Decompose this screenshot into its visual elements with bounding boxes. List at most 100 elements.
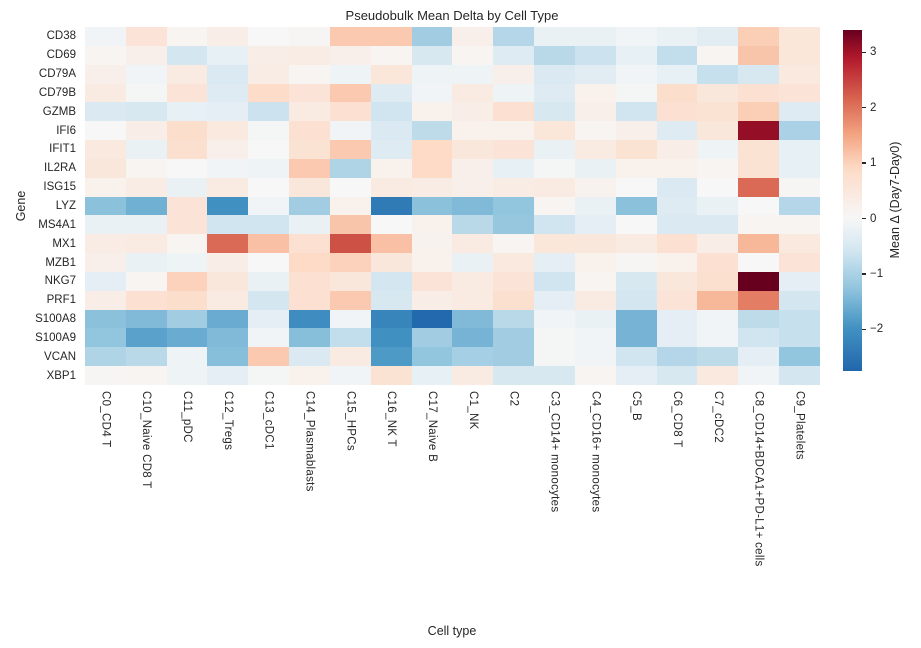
- heatmap-cell: [207, 83, 249, 103]
- heatmap-cell: [125, 271, 167, 291]
- heatmap-cell: [534, 45, 575, 65]
- heatmap-cell: [207, 234, 249, 254]
- heatmap-cell: [738, 290, 780, 310]
- heatmap-cell: [289, 83, 330, 103]
- heatmap-cell: [207, 27, 249, 46]
- celltype-tick-label: C16_NK T: [385, 391, 398, 447]
- heatmap-cell: [411, 309, 453, 329]
- heatmap-cell: [289, 347, 330, 367]
- heatmap-cell: [370, 366, 412, 385]
- heatmap-cell: [125, 215, 167, 235]
- heatmap-cell: [411, 215, 453, 235]
- heatmap-cell: [493, 64, 535, 84]
- heatmap-cell: [738, 196, 780, 216]
- heatmap-cell: [534, 347, 575, 367]
- heatmap-cell: [656, 158, 698, 178]
- heatmap-cell: [85, 64, 126, 84]
- heatmap-cell: [207, 196, 249, 216]
- heatmap-cell: [697, 290, 739, 310]
- heatmap-cell: [656, 45, 698, 65]
- heatmap-cell: [493, 215, 535, 235]
- heatmap-cell: [125, 140, 167, 159]
- heatmap-cell: [85, 347, 126, 367]
- heatmap-cell: [493, 102, 535, 122]
- heatmap-cell: [166, 196, 208, 216]
- heatmap-cell: [166, 45, 208, 65]
- gene-tick-label: XBP1: [46, 369, 76, 382]
- heatmap-cell: [452, 158, 494, 178]
- gene-tick-label: MS4A1: [38, 218, 76, 231]
- heatmap-cell: [329, 64, 371, 84]
- heatmap-cell: [574, 140, 616, 159]
- heatmap-cell: [656, 196, 698, 216]
- heatmap-cell: [411, 45, 453, 65]
- heatmap-cell: [411, 328, 453, 348]
- heatmap-cell: [85, 271, 126, 291]
- heatmap-cell: [329, 366, 371, 385]
- heatmap-cell: [534, 328, 575, 348]
- heatmap-cell: [85, 158, 126, 178]
- heatmap-cell: [207, 45, 249, 65]
- heatmap-cell: [656, 253, 698, 272]
- heatmap-cell: [411, 121, 453, 141]
- heatmap-cell: [166, 328, 208, 348]
- gene-tick-label: S100A8: [35, 313, 76, 326]
- heatmap-cell: [615, 309, 657, 329]
- heatmap-cell: [452, 271, 494, 291]
- heatmap-cell: [452, 140, 494, 159]
- heatmap-cell: [329, 234, 371, 254]
- celltype-tick-label: C12_Tregs: [221, 391, 234, 451]
- celltype-tick-label: C6_CD8 T: [671, 391, 683, 448]
- heatmap-cell: [738, 64, 780, 84]
- heatmap-cell: [166, 290, 208, 310]
- celltype-tick-label: C5_B: [630, 391, 643, 421]
- heatmap-cell: [615, 177, 657, 197]
- celltype-tick-label: C14_Plasmablasts: [303, 391, 316, 492]
- heatmap-cell: [493, 196, 535, 216]
- heatmap-cell: [411, 158, 453, 178]
- heatmap-cell: [738, 102, 780, 122]
- heatmap-cell: [615, 215, 657, 235]
- gene-tick-label: LYZ: [55, 200, 76, 213]
- heatmap-cell: [289, 45, 330, 65]
- heatmap-cell: [125, 290, 167, 310]
- heatmap-cell: [697, 102, 739, 122]
- colorbar-tick-label: 2: [870, 101, 877, 114]
- heatmap-cell: [493, 234, 535, 254]
- heatmap-cell: [125, 27, 167, 46]
- heatmap-cell: [493, 177, 535, 197]
- heatmap-cell: [534, 121, 575, 141]
- heatmap-cell: [411, 177, 453, 197]
- heatmap-cell: [125, 309, 167, 329]
- heatmap-cell: [207, 158, 249, 178]
- heatmap-cell: [574, 366, 616, 385]
- heatmap-cell: [248, 253, 290, 272]
- heatmap-cell: [738, 121, 780, 141]
- gene-tick-label: S100A9: [35, 331, 76, 344]
- colorbar-tick-label: 1: [870, 157, 877, 170]
- heatmap-cell: [248, 309, 290, 329]
- x-axis-label: Cell type: [427, 624, 477, 638]
- heatmap-cell: [207, 366, 249, 385]
- heatmap-cell: [574, 328, 616, 348]
- heatmap-cell: [574, 45, 616, 65]
- heatmap-cell: [248, 215, 290, 235]
- celltype-tick-label: C10_Naive CD8 T: [140, 391, 153, 489]
- heatmap-cell: [125, 158, 167, 178]
- heatmap-cell: [574, 102, 616, 122]
- heatmap-cell: [534, 215, 575, 235]
- heatmap-cell: [85, 140, 126, 159]
- heatmap-cell: [411, 271, 453, 291]
- heatmap-cell: [411, 196, 453, 216]
- heatmap-cell: [534, 253, 575, 272]
- heatmap-cell: [85, 366, 126, 385]
- heatmap-cell: [493, 45, 535, 65]
- heatmap-cell: [370, 121, 412, 141]
- heatmap-cell: [615, 366, 657, 385]
- heatmap-cell: [411, 64, 453, 84]
- heatmap-cell: [85, 102, 126, 122]
- heatmap-cell: [615, 83, 657, 103]
- heatmap-grid: [85, 27, 820, 385]
- heatmap-cell: [85, 121, 126, 141]
- heatmap-cell: [289, 121, 330, 141]
